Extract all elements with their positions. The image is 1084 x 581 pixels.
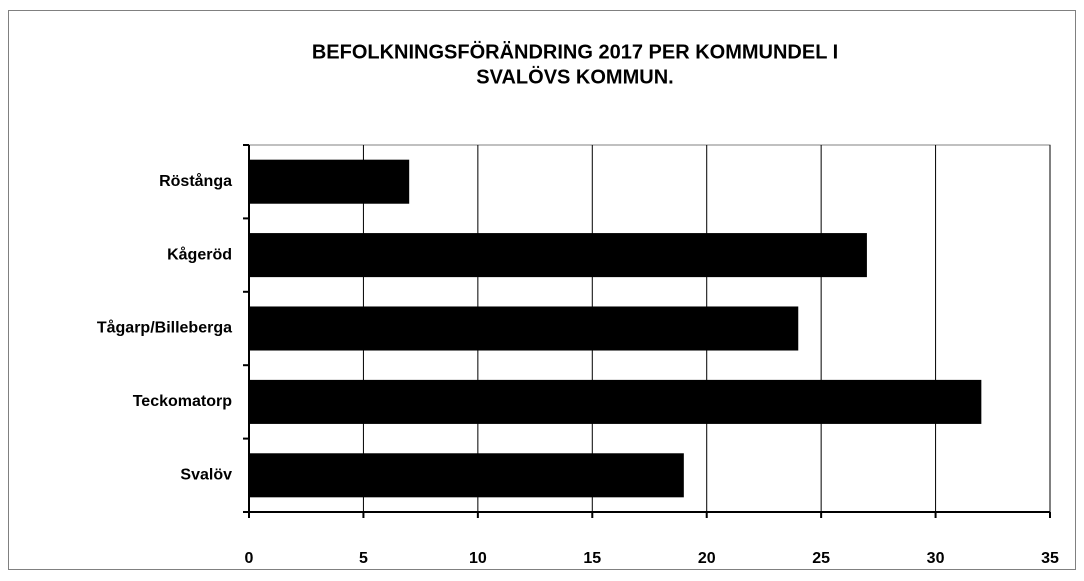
x-tick-label: 35	[1041, 550, 1059, 567]
y-tick-label: Röstånga	[159, 172, 232, 190]
x-tick-label: 30	[927, 550, 945, 567]
chart-title-line: SVALÖVS KOMMUN.	[476, 65, 673, 88]
x-tick-label: 15	[583, 550, 601, 567]
y-tick-label: Svalöv	[180, 467, 232, 484]
x-tick-label: 0	[245, 550, 254, 567]
x-tick-label: 5	[359, 550, 368, 567]
bar	[249, 306, 799, 351]
y-tick-label: Kågeröd	[167, 245, 232, 263]
bar	[249, 159, 410, 204]
x-tick-label: 20	[698, 550, 716, 567]
x-tick-label: 25	[812, 550, 830, 567]
y-tick-label: Tågarp/Billeberga	[97, 319, 232, 337]
bar	[249, 233, 867, 278]
y-tick-label: Teckomatorp	[133, 393, 233, 410]
bar	[249, 379, 982, 424]
bar	[249, 453, 684, 498]
x-tick-label: 10	[469, 550, 487, 567]
chart-title-line: BEFOLKNINGSFÖRÄNDRING 2017 PER KOMMUNDEL…	[312, 40, 838, 63]
